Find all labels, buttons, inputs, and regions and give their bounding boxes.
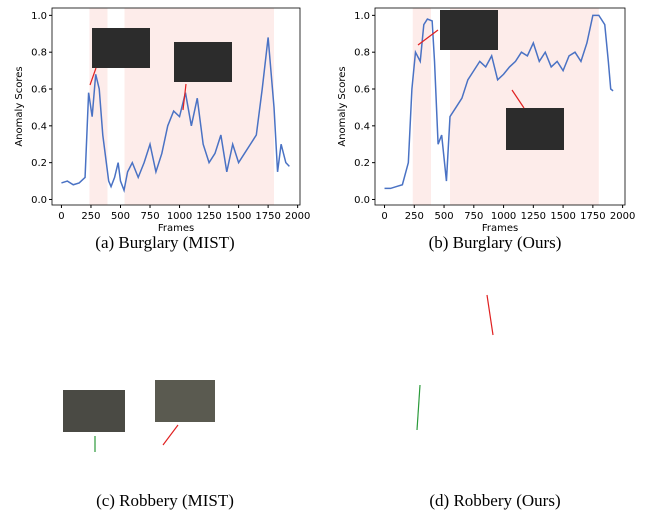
x-tick-label: 1000: [491, 211, 516, 222]
y-tick-label: 0.8: [31, 48, 47, 59]
x-tick-label: 500: [435, 211, 454, 222]
x-tick-label: 2000: [610, 211, 635, 222]
x-tick-label: 1500: [226, 211, 251, 222]
caption: (c) Robbery (MIST): [96, 491, 234, 510]
x-tick-label: 250: [405, 211, 424, 222]
thumbnail: [63, 390, 125, 432]
x-axis-label: Frames: [482, 223, 518, 234]
x-tick-label: 1750: [580, 211, 605, 222]
caption: (d) Robbery (Ours): [429, 491, 560, 510]
y-tick-label: 1.0: [354, 11, 370, 22]
thumbnail: [92, 28, 150, 68]
x-tick-label: 750: [464, 211, 483, 222]
chart: 0 250 500 750 1000 1250 1500 1750 2000 0.0 0.2 0.4 0…: [337, 8, 635, 234]
y-tick-label: 0.6: [31, 85, 47, 96]
x-tick-label: 1250: [521, 211, 546, 222]
y-axis-label: Anomaly Scores: [337, 66, 348, 146]
y-tick-label: 1.0: [31, 11, 47, 22]
x-tick-label: 1250: [196, 211, 221, 222]
x-tick-label: 0: [58, 211, 64, 222]
thumbnail: [440, 10, 498, 50]
x-tick-label: 2000: [285, 211, 310, 222]
y-tick-label: 0.4: [31, 121, 47, 132]
x-tick-label: 1000: [167, 211, 192, 222]
chart: 0 250 500 750 1000 1250 1500 1750 2000 0.0 0.2 0.4 0…: [14, 8, 310, 234]
y-tick-label: 0.2: [31, 158, 47, 169]
arrow: [163, 425, 178, 445]
caption: (a) Burglary (MIST): [95, 233, 234, 252]
x-tick-label: 250: [81, 211, 100, 222]
y-tick-label: 0.6: [354, 85, 370, 96]
thumbnail: [506, 108, 564, 150]
arrow: [417, 385, 420, 430]
arrow: [487, 295, 493, 335]
figure: (a) Burglary (MIST) (b) Burglary (Ours) …: [0, 0, 653, 516]
caption: (b) Burglary (Ours): [429, 233, 562, 252]
decorations: [63, 295, 493, 452]
x-tick-label: 500: [111, 211, 130, 222]
thumbnail: [155, 380, 215, 422]
y-tick-label: 0.0: [31, 195, 47, 206]
y-tick-label: 0.4: [354, 121, 370, 132]
y-axis-label: Anomaly Scores: [14, 66, 25, 146]
x-axis-label: Frames: [158, 223, 194, 234]
x-tick-label: 750: [140, 211, 159, 222]
y-tick-label: 0.2: [354, 158, 370, 169]
x-tick-label: 1750: [255, 211, 280, 222]
thumbnail: [174, 42, 232, 82]
y-tick-label: 0.8: [354, 48, 370, 59]
x-tick-label: 0: [381, 211, 387, 222]
x-tick-label: 1500: [550, 211, 575, 222]
y-tick-label: 0.0: [354, 195, 370, 206]
